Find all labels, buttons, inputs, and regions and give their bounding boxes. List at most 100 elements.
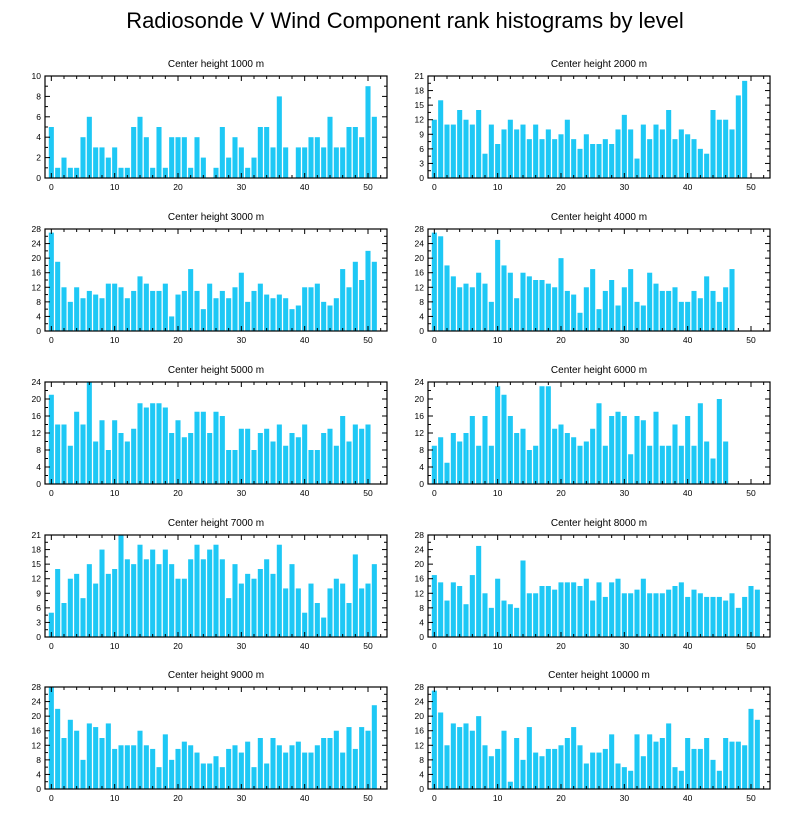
panel-4-bar-10 <box>112 420 118 484</box>
panel-5-xtick-label: 20 <box>556 488 566 498</box>
panel-2-bar-3 <box>67 301 73 331</box>
panel-2-bar-38 <box>289 309 295 331</box>
panel-0-bar-9 <box>105 157 111 178</box>
panel-3-xtick-label: 20 <box>556 335 566 345</box>
panel-7-bar-37 <box>666 589 672 637</box>
panel-4-bar-43 <box>321 433 327 484</box>
panel-1-xtick-label: 10 <box>493 182 503 192</box>
panel-6-bar-6 <box>86 564 92 637</box>
panel-4-bar-7 <box>93 441 99 484</box>
panel-4-bar-15 <box>143 407 149 484</box>
panel-0-bar-5 <box>80 137 86 178</box>
panel-2-bar-42 <box>314 283 320 331</box>
panel-8-bar-8 <box>99 738 105 789</box>
panel-5-bar-41 <box>691 445 697 484</box>
panel-5-bar-45 <box>716 399 722 484</box>
panel-0-bar-12 <box>124 167 130 178</box>
panel-6-ytick-label: 12 <box>32 574 42 584</box>
panel-1-bar-10 <box>495 144 501 178</box>
panel-1-ytick-label: 9 <box>419 129 424 139</box>
panel-8-bar-3 <box>67 719 73 789</box>
panel-4-bar-16 <box>150 403 156 484</box>
panel-0-bar-23 <box>194 137 200 178</box>
panel-0-bar-30 <box>238 147 244 178</box>
panel-7-bar-45 <box>716 596 722 637</box>
panel-0-bar-17 <box>156 127 162 178</box>
panel-2-bar-16 <box>150 290 156 331</box>
panel-0-bar-15 <box>143 137 149 178</box>
panel-1-bar-12 <box>507 119 513 178</box>
panel-1-bar-41 <box>691 139 697 178</box>
panel-2-bar-40 <box>302 287 308 331</box>
panel-1-bar-14 <box>520 124 526 178</box>
panel-3-bar-4 <box>457 287 463 331</box>
panel-2-bar-44 <box>327 305 333 331</box>
panel-6-bar-40 <box>302 612 308 637</box>
panel-4-xtick-label: 40 <box>300 488 310 498</box>
panel-5-bar-10 <box>495 386 501 484</box>
panel-0-bar-2 <box>61 157 67 178</box>
panel-9-bar-31 <box>628 770 634 789</box>
panel-4-bar-40 <box>302 424 308 484</box>
panel-2-bar-9 <box>105 283 111 331</box>
panel-2-ytick-label: 16 <box>32 268 42 278</box>
panel-9-bar-7 <box>476 716 482 789</box>
panel-2-bar-19 <box>169 316 175 331</box>
panel-3-ytick-label: 8 <box>419 297 424 307</box>
panel-6-bar-41 <box>308 583 314 637</box>
panel-0-bar-7 <box>93 147 99 178</box>
panel-1-bar-6 <box>469 124 475 178</box>
panel-5-bar-31 <box>628 454 634 484</box>
panel-4-bar-32 <box>251 450 257 484</box>
panel-1-bar-33 <box>640 124 646 178</box>
panel-8-xtick-label: 50 <box>363 793 373 803</box>
panel-4-ytick-label: 20 <box>32 394 42 404</box>
panel-8-bar-4 <box>74 730 80 789</box>
panel-6-xtick-label: 10 <box>110 641 120 651</box>
panel-8-xtick-label: 0 <box>49 793 54 803</box>
panel-3-ytick-label: 20 <box>415 253 425 263</box>
panel-5-bar-4 <box>457 441 463 484</box>
panel-2-bar-10 <box>112 283 118 331</box>
panel-0-bar-37 <box>283 147 289 178</box>
panel-6-bar-11 <box>118 535 124 637</box>
panel-9-xtick-label: 10 <box>493 793 503 803</box>
panel-3-bar-12 <box>507 272 513 331</box>
panel-8-bar-43 <box>321 738 327 789</box>
panel-5-xtick-label: 30 <box>620 488 630 498</box>
panel-3-ytick-label: 28 <box>415 224 425 234</box>
panel-1-xtick-label: 50 <box>746 182 756 192</box>
panel-8-bar-16 <box>150 748 156 789</box>
panel-8-bar-15 <box>143 745 149 789</box>
panel-0-bar-29 <box>232 137 238 178</box>
panel-1-ytick-label: 6 <box>419 144 424 154</box>
panel-4-bar-33 <box>257 433 263 484</box>
panel-4-ytick-label: 8 <box>36 445 41 455</box>
panel-5-ytick-label: 4 <box>419 462 424 472</box>
panel-1-xtick-label: 40 <box>683 182 693 192</box>
panel-5-bar-35 <box>653 411 659 484</box>
panel-5-bar-15 <box>526 450 532 484</box>
panel-8-bar-7 <box>93 727 99 789</box>
panel-2-bar-51 <box>371 261 377 331</box>
panel-3-bar-5 <box>463 283 469 331</box>
panel-4-ytick-label: 16 <box>32 411 42 421</box>
panel-1-ytick-label: 15 <box>415 100 425 110</box>
panel-0-bar-1 <box>55 167 61 178</box>
panel-0-bar-4 <box>74 167 80 178</box>
panel-1-bar-23 <box>577 148 583 178</box>
panel-6-bar-0 <box>48 612 54 637</box>
panel-9-bar-20 <box>558 745 564 789</box>
panel-0-bar-20 <box>175 137 181 178</box>
panel-8-bar-49 <box>359 727 365 789</box>
panel-5-ytick-label: 0 <box>419 479 424 489</box>
panel-2-xtick-label: 50 <box>363 335 373 345</box>
panel-9-bar-1 <box>438 712 444 789</box>
panel-4-xtick-label: 10 <box>110 488 120 498</box>
panel-0-bar-13 <box>131 127 137 178</box>
panel-2-bar-8 <box>99 298 105 331</box>
panel-0-bar-27 <box>219 127 225 178</box>
panel-1-bar-4 <box>457 110 463 178</box>
panel-6-bar-51 <box>371 564 377 637</box>
panel-0-bar-36 <box>276 96 282 178</box>
